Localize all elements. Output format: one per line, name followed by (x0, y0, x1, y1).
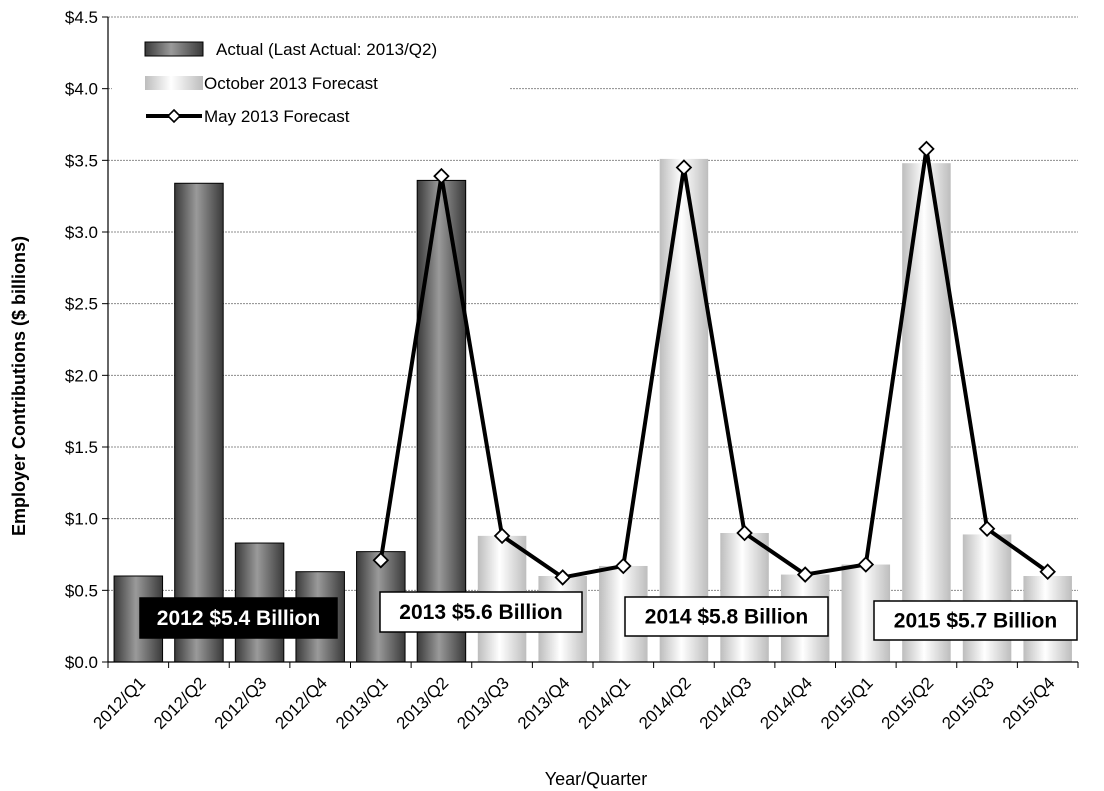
y-tick-label: $1.5 (65, 438, 98, 457)
line-point-marker (493, 527, 511, 545)
annotation-label: 2015 $5.7 Billion (894, 610, 1057, 633)
annotation-box (139, 597, 338, 639)
legend-marker-may (166, 108, 182, 124)
line-point-marker (796, 566, 814, 583)
bar (659, 158, 709, 662)
y-axis-title: Employer Contributions ($ billions) (9, 236, 29, 536)
x-tick-label: 2014/Q1 (575, 673, 635, 733)
y-tick-label: $1.0 (65, 510, 98, 529)
x-tick-label: 2013/Q3 (453, 673, 513, 733)
y-tick-label: $4.0 (65, 80, 98, 99)
bar (174, 182, 224, 663)
x-tick-label: 2014/Q2 (635, 673, 695, 733)
legend-swatch-october (145, 76, 203, 90)
annotation-label: 2014 $5.8 Billion (645, 606, 808, 629)
y-tick-label: $2.0 (65, 366, 98, 385)
line-point-marker (615, 557, 632, 575)
line-path (378, 148, 1049, 580)
line-point-marker (433, 167, 450, 185)
annotation-label: 2013 $5.6 Billion (399, 601, 562, 624)
x-tick-label: 2013/Q1 (332, 673, 392, 733)
x-tick-label: 2012/Q4 (271, 673, 331, 733)
line-point-marker (978, 520, 996, 537)
x-tick-label: 2012/Q3 (211, 673, 271, 733)
bar (416, 179, 467, 663)
annotation-box (379, 591, 583, 633)
line-point-marker (918, 140, 935, 158)
y-tick-label: $0.0 (65, 653, 98, 672)
x-tick-label: 2015/Q4 (999, 673, 1059, 733)
x-tick-label: 2014/Q4 (756, 673, 816, 733)
y-tick-label: $2.5 (65, 295, 98, 314)
annotation-box (624, 596, 829, 637)
line-point-marker (1039, 563, 1056, 580)
annotations: 2012 $5.4 Billion 2013 $5.6 Billion 2014 $… (139, 591, 1078, 641)
y-tick-label: $0.5 (65, 581, 98, 600)
y-tick-label: $3.5 (65, 151, 98, 170)
line-series (372, 140, 1056, 586)
y-tick-label: $4.5 (65, 8, 98, 27)
annotation-label: 2012 $5.4 Billion (157, 607, 320, 630)
line-point-marker (736, 524, 753, 542)
legend-swatch-actual (144, 41, 204, 57)
legend-label: May 2013 Forecast (204, 107, 350, 126)
x-tick-label: 2012/Q1 (90, 673, 150, 733)
bar (962, 534, 1012, 662)
line-point-marker (372, 551, 390, 569)
bars (113, 158, 1072, 663)
legend-label: October 2013 Forecast (204, 74, 378, 93)
line-point-marker (554, 569, 571, 586)
x-axis-title: Year/Quarter (545, 769, 647, 789)
y-tick-label: $3.0 (65, 223, 98, 242)
legend-label: Actual (Last Actual: 2013/Q2) (216, 40, 437, 59)
line-point-marker (857, 556, 875, 573)
annotation-box (873, 600, 1078, 641)
x-tick-label: 2014/Q3 (696, 673, 756, 733)
legend: Actual (Last Actual: 2013/Q2) October 201… (112, 34, 510, 130)
x-tick-label: 2012/Q2 (150, 673, 210, 733)
bar (902, 163, 951, 662)
x-tick-label: 2013/Q2 (393, 673, 453, 733)
x-tick-label: 2013/Q4 (514, 673, 574, 733)
x-tick-label: 2015/Q2 (878, 673, 938, 733)
x-tick-label: 2015/Q3 (938, 673, 998, 733)
x-tick-label: 2015/Q1 (817, 673, 877, 733)
line-point-marker (675, 159, 693, 176)
